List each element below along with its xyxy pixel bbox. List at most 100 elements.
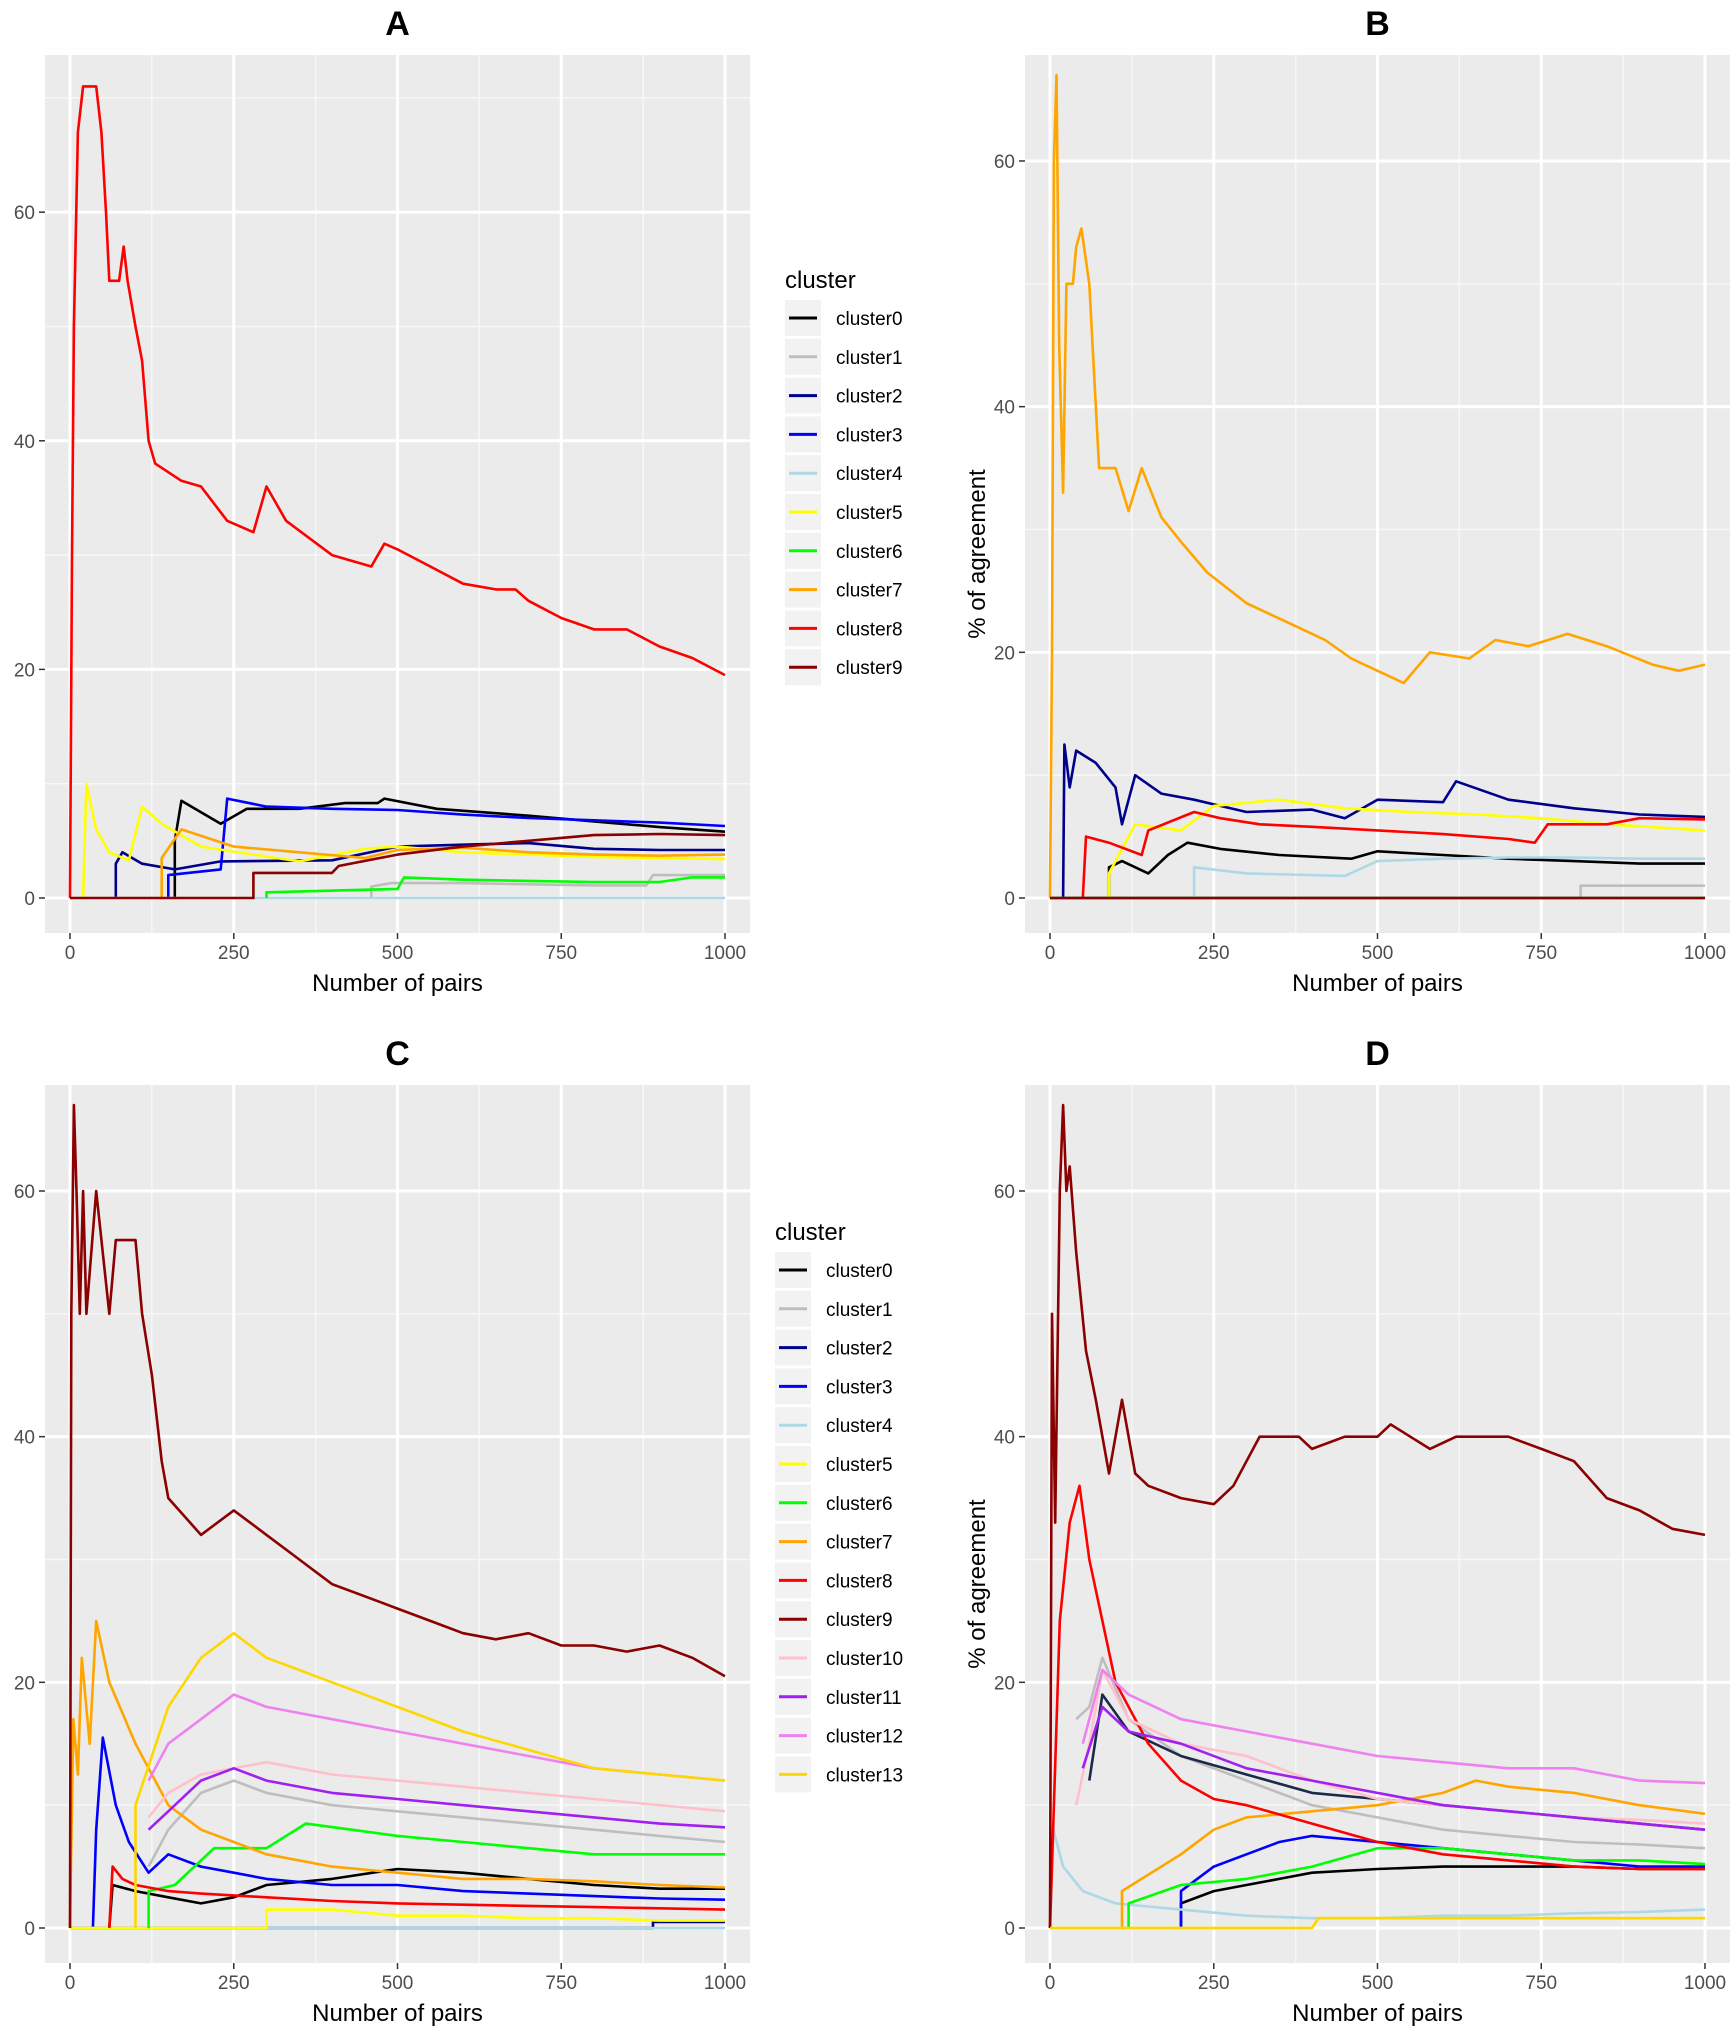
series-line-cluster4 (1192, 856, 1705, 898)
x-tick-label: 0 (65, 943, 76, 964)
x-tick-label: 0 (65, 1973, 76, 1994)
series-line-cluster12 (1081, 1668, 1706, 1785)
legend-label-cluster2: cluster2 (826, 1339, 893, 1360)
x-tick-label: 750 (1525, 943, 1557, 964)
series-line-cluster6 (1127, 1846, 1706, 1928)
series-lines (68, 85, 726, 900)
series-line-cluster8 (1081, 810, 1706, 899)
legend-title: cluster (775, 1219, 846, 1246)
x-tick-label: 500 (382, 1973, 414, 1994)
legend-label-cluster2: cluster2 (836, 387, 903, 408)
series-line-cluster1 (370, 873, 725, 898)
chart-panel-b: 0 250 500 750 1000 0 20 40 60 B Number of pairs % o… (964, 5, 1730, 997)
x-tick-label: 1000 (704, 943, 746, 964)
legend-label-cluster4: cluster4 (836, 464, 903, 485)
y-tick-label: 0 (24, 889, 35, 910)
x-tick-label: 750 (545, 943, 577, 964)
legend-label-cluster5: cluster5 (826, 1455, 893, 1476)
x-tick-label: 500 (382, 943, 414, 964)
x-tick-label: 1000 (1684, 1973, 1726, 1994)
legend-label-cluster9: cluster9 (836, 658, 903, 679)
legend: cluster cluster0 cluster1 cluster2 cluster3 c… (785, 267, 903, 686)
x-axis-label: Number of pairs (1292, 2000, 1463, 2027)
y-tick-label: 40 (14, 1428, 35, 1449)
x-tick-label: 750 (545, 1973, 577, 1994)
legend-label-cluster0: cluster0 (826, 1261, 893, 1282)
axes: 0 250 500 750 1000 0 20 40 60 (994, 152, 1726, 964)
legend-label-cluster7: cluster7 (826, 1533, 893, 1554)
legend-title: cluster (785, 267, 856, 294)
x-tick-label: 500 (1362, 943, 1394, 964)
legend-label-cluster13: cluster13 (826, 1765, 903, 1786)
y-tick-label: 20 (994, 643, 1015, 664)
series-line-cluster1 (1075, 1656, 1706, 1850)
panel-title: C (385, 1035, 410, 1073)
y-tick-label: 0 (1004, 1919, 1015, 1940)
legend-label-cluster8: cluster8 (826, 1571, 893, 1592)
y-axis-label: % of agreement (964, 469, 991, 639)
x-axis-label: Number of pairs (1292, 970, 1463, 997)
series-line-cluster6 (265, 876, 725, 898)
grid (1025, 55, 1730, 933)
series-line-cluster9 (68, 1103, 726, 1929)
x-tick-label: 250 (218, 943, 250, 964)
y-tick-label: 40 (14, 432, 35, 453)
panel-title: B (1365, 5, 1390, 43)
y-tick-label: 60 (994, 1182, 1015, 1203)
series-lines (1048, 1103, 1706, 1930)
y-tick-label: 40 (994, 1428, 1015, 1449)
axes: 0 250 500 750 1000 0 20 40 60 (14, 203, 746, 964)
series-line-cluster3 (91, 1736, 726, 1929)
y-tick-label: 40 (994, 398, 1015, 419)
x-tick-label: 1000 (704, 1973, 746, 1994)
x-tick-label: 0 (1045, 1973, 1056, 1994)
y-tick-label: 0 (24, 1919, 35, 1940)
y-tick-label: 60 (994, 152, 1015, 173)
series-line-cluster6 (147, 1822, 725, 1928)
series-lines (68, 1103, 726, 1930)
y-tick-label: 20 (14, 660, 35, 681)
series-line-cluster7 (160, 828, 726, 898)
legend-label-cluster4: cluster4 (826, 1416, 893, 1437)
series-line-cluster1 (147, 1779, 726, 1868)
legend-label-cluster8: cluster8 (836, 619, 903, 640)
axes: 0 250 500 750 1000 0 20 40 60 (994, 1182, 1726, 1994)
x-tick-label: 250 (1198, 1973, 1230, 1994)
x-tick-label: 1000 (1684, 943, 1726, 964)
series-line-cluster4 (1048, 1828, 1706, 1929)
legend-label-cluster6: cluster6 (836, 542, 903, 563)
series-line-cluster7 (68, 1619, 726, 1929)
y-tick-label: 20 (14, 1673, 35, 1694)
series-line-cluster11 (147, 1767, 726, 1831)
panel-title: D (1365, 1035, 1390, 1073)
chart-panel-d: 0 250 500 750 1000 0 20 40 60 D Number of pairs % o… (964, 1035, 1730, 2027)
y-tick-label: 60 (14, 1182, 35, 1203)
series-line-cluster5 (81, 782, 726, 899)
series-line-cluster11 (1081, 1705, 1706, 1831)
x-tick-label: 750 (1525, 1973, 1557, 1994)
x-tick-label: 250 (1198, 943, 1230, 964)
series-line-cluster7 (1048, 73, 1706, 899)
legend-label-cluster3: cluster3 (826, 1377, 893, 1398)
legend-label-cluster5: cluster5 (836, 503, 903, 524)
series-line-cluster9 (70, 832, 726, 900)
x-tick-label: 0 (1045, 943, 1056, 964)
legend: cluster cluster0 cluster1 cluster2 cluster3 c… (775, 1219, 903, 1793)
legend-label-cluster11: cluster11 (826, 1688, 902, 1709)
series-line-cluster9 (1048, 1103, 1706, 1929)
series-line-cluster5 (1107, 798, 1706, 898)
legend-label-cluster6: cluster6 (826, 1494, 893, 1515)
y-tick-label: 60 (14, 203, 35, 224)
series-line-cluster0 (1107, 841, 1705, 898)
x-axis-label: Number of pairs (312, 970, 483, 997)
legend-label-cluster12: cluster12 (826, 1727, 903, 1748)
chart-panel-c: 0 250 500 750 1000 0 20 40 60 C Number of pairs clu… (14, 1035, 903, 2027)
series-line-cluster8 (1048, 1484, 1705, 1929)
panel-title: A (385, 5, 410, 43)
y-tick-label: 20 (994, 1673, 1015, 1694)
series-line-cluster10 (147, 1760, 726, 1819)
series-line-cluster5 (70, 1908, 725, 1930)
x-axis-label: Number of pairs (312, 2000, 483, 2027)
legend-label-cluster0: cluster0 (836, 309, 903, 330)
legend-label-cluster9: cluster9 (826, 1610, 893, 1631)
